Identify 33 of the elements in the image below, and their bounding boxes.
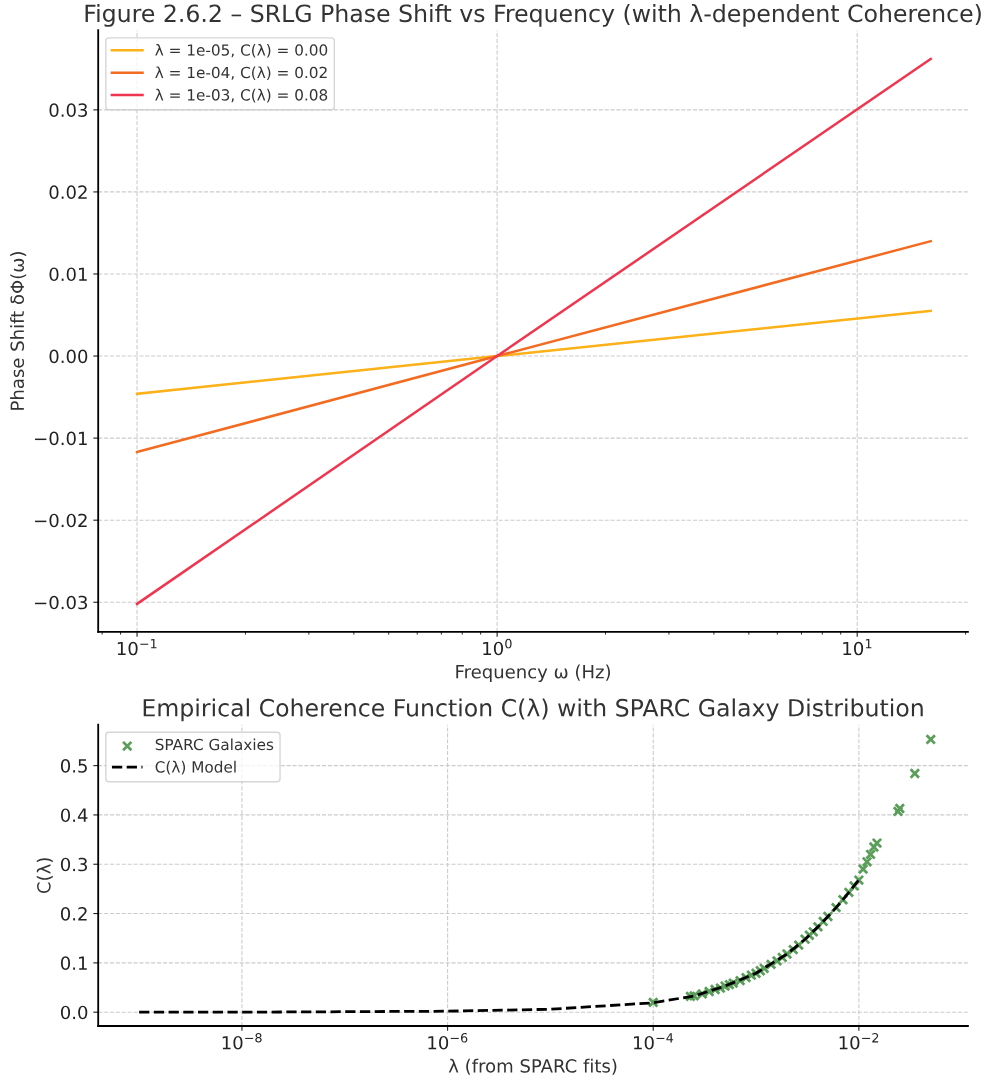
x-tick-label: 10$^{1}$ [843,638,872,656]
x-tick-label: 10$^{−8}$ [222,1033,262,1050]
legend-label: λ = 1e-04, C(λ) = 0.02 [155,66,327,81]
y-tick-label: 0.03 [49,103,88,117]
y-tick-label: −0.03 [35,595,88,610]
x-axis-title: λ (from SPARC fits) [448,1058,617,1075]
legend-label: SPARC Galaxies [155,738,274,751]
y-tick-label: −0.02 [35,513,87,528]
y-tick-label: 0.5 [60,759,87,773]
legend-label: λ = 1e-05, C(λ) = 0.00 [155,43,328,58]
x-tick-label: 10$^{0}$ [483,638,512,656]
chart-title: Empirical Coherence Function C(λ) with SPARC Galaxy Distribution [143,698,923,722]
x-tick-label: 10$^{−4}$ [633,1033,674,1050]
y-tick-label: 0.02 [49,185,87,200]
point [857,863,869,875]
x-tick-label: 10$^{−2}$ [839,1033,879,1050]
y-tick-label: 0.2 [60,907,87,921]
x-tick-label: 10$^{−1}$ [117,638,157,656]
chart-title: Figure 2.6.2 – SRLG Phase Shift vs Frequency (with λ-dependent Coherence) [85,3,981,27]
x-axis-title: Frequency ω (Hz) [456,664,611,683]
y-axis-title: Phase Shift δΦ(ω) [10,252,27,410]
point [861,856,873,868]
y-tick-label: −0.01 [35,431,87,446]
y-axis-title: C(λ) [36,858,53,894]
x-tick-label: 10$^{−6}$ [428,1033,468,1050]
legend-label: λ = 1e-03, C(λ) = 0.08 [155,88,328,103]
y-tick-label: 0.0 [60,1005,88,1020]
y-tick-label: 0.1 [60,956,87,970]
y-tick-label: 0.4 [60,808,88,823]
y-tick-label: 0.3 [60,857,88,872]
y-tick-label: 0.01 [49,267,87,282]
y-tick-label: 0.00 [49,349,88,364]
legend-label: C(λ) Model [155,760,236,775]
